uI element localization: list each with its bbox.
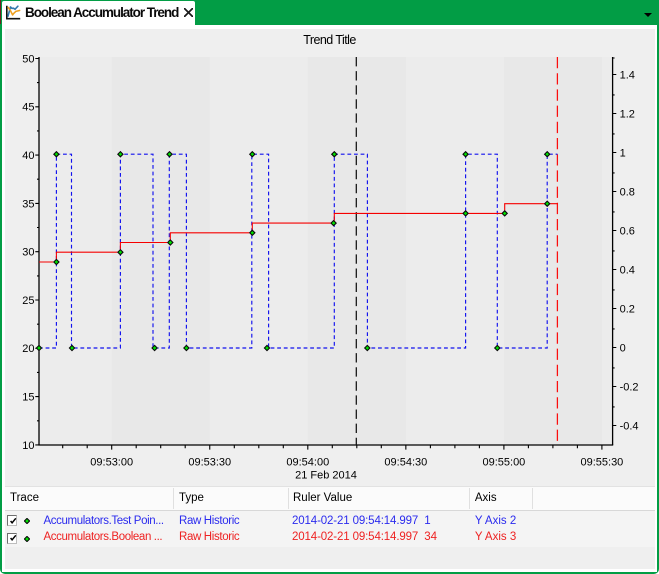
svg-text:1.4: 1.4 <box>620 69 635 81</box>
svg-text:1: 1 <box>620 147 626 159</box>
svg-text:30: 30 <box>22 247 34 259</box>
svg-text:0.6: 0.6 <box>620 225 635 237</box>
svg-text:09:54:30: 09:54:30 <box>384 457 427 469</box>
svg-text:15: 15 <box>22 392 34 404</box>
svg-text:09:53:30: 09:53:30 <box>188 457 231 469</box>
svg-text:09:55:30: 09:55:30 <box>580 457 623 469</box>
svg-text:0.2: 0.2 <box>620 303 635 315</box>
svg-text:20: 20 <box>22 343 34 355</box>
svg-text:09:53:00: 09:53:00 <box>90 457 133 469</box>
svg-text:45: 45 <box>22 102 34 114</box>
svg-text:1.2: 1.2 <box>620 108 635 120</box>
svg-text:50: 50 <box>22 53 34 65</box>
svg-text:25: 25 <box>22 295 34 307</box>
svg-text:10: 10 <box>22 440 34 452</box>
svg-text:09:54:00: 09:54:00 <box>286 457 329 469</box>
svg-text:35: 35 <box>22 198 34 210</box>
svg-text:-0.4: -0.4 <box>620 420 639 432</box>
svg-text:0: 0 <box>620 342 626 354</box>
svg-text:0.8: 0.8 <box>620 186 635 198</box>
svg-text:-0.2: -0.2 <box>620 381 639 393</box>
svg-text:40: 40 <box>22 150 34 162</box>
svg-text:0.4: 0.4 <box>620 264 635 276</box>
svg-text:09:55:00: 09:55:00 <box>482 457 525 469</box>
svg-text:21 Feb 2014: 21 Feb 2014 <box>295 470 357 482</box>
svg-text:Trend Title: Trend Title <box>303 33 356 47</box>
